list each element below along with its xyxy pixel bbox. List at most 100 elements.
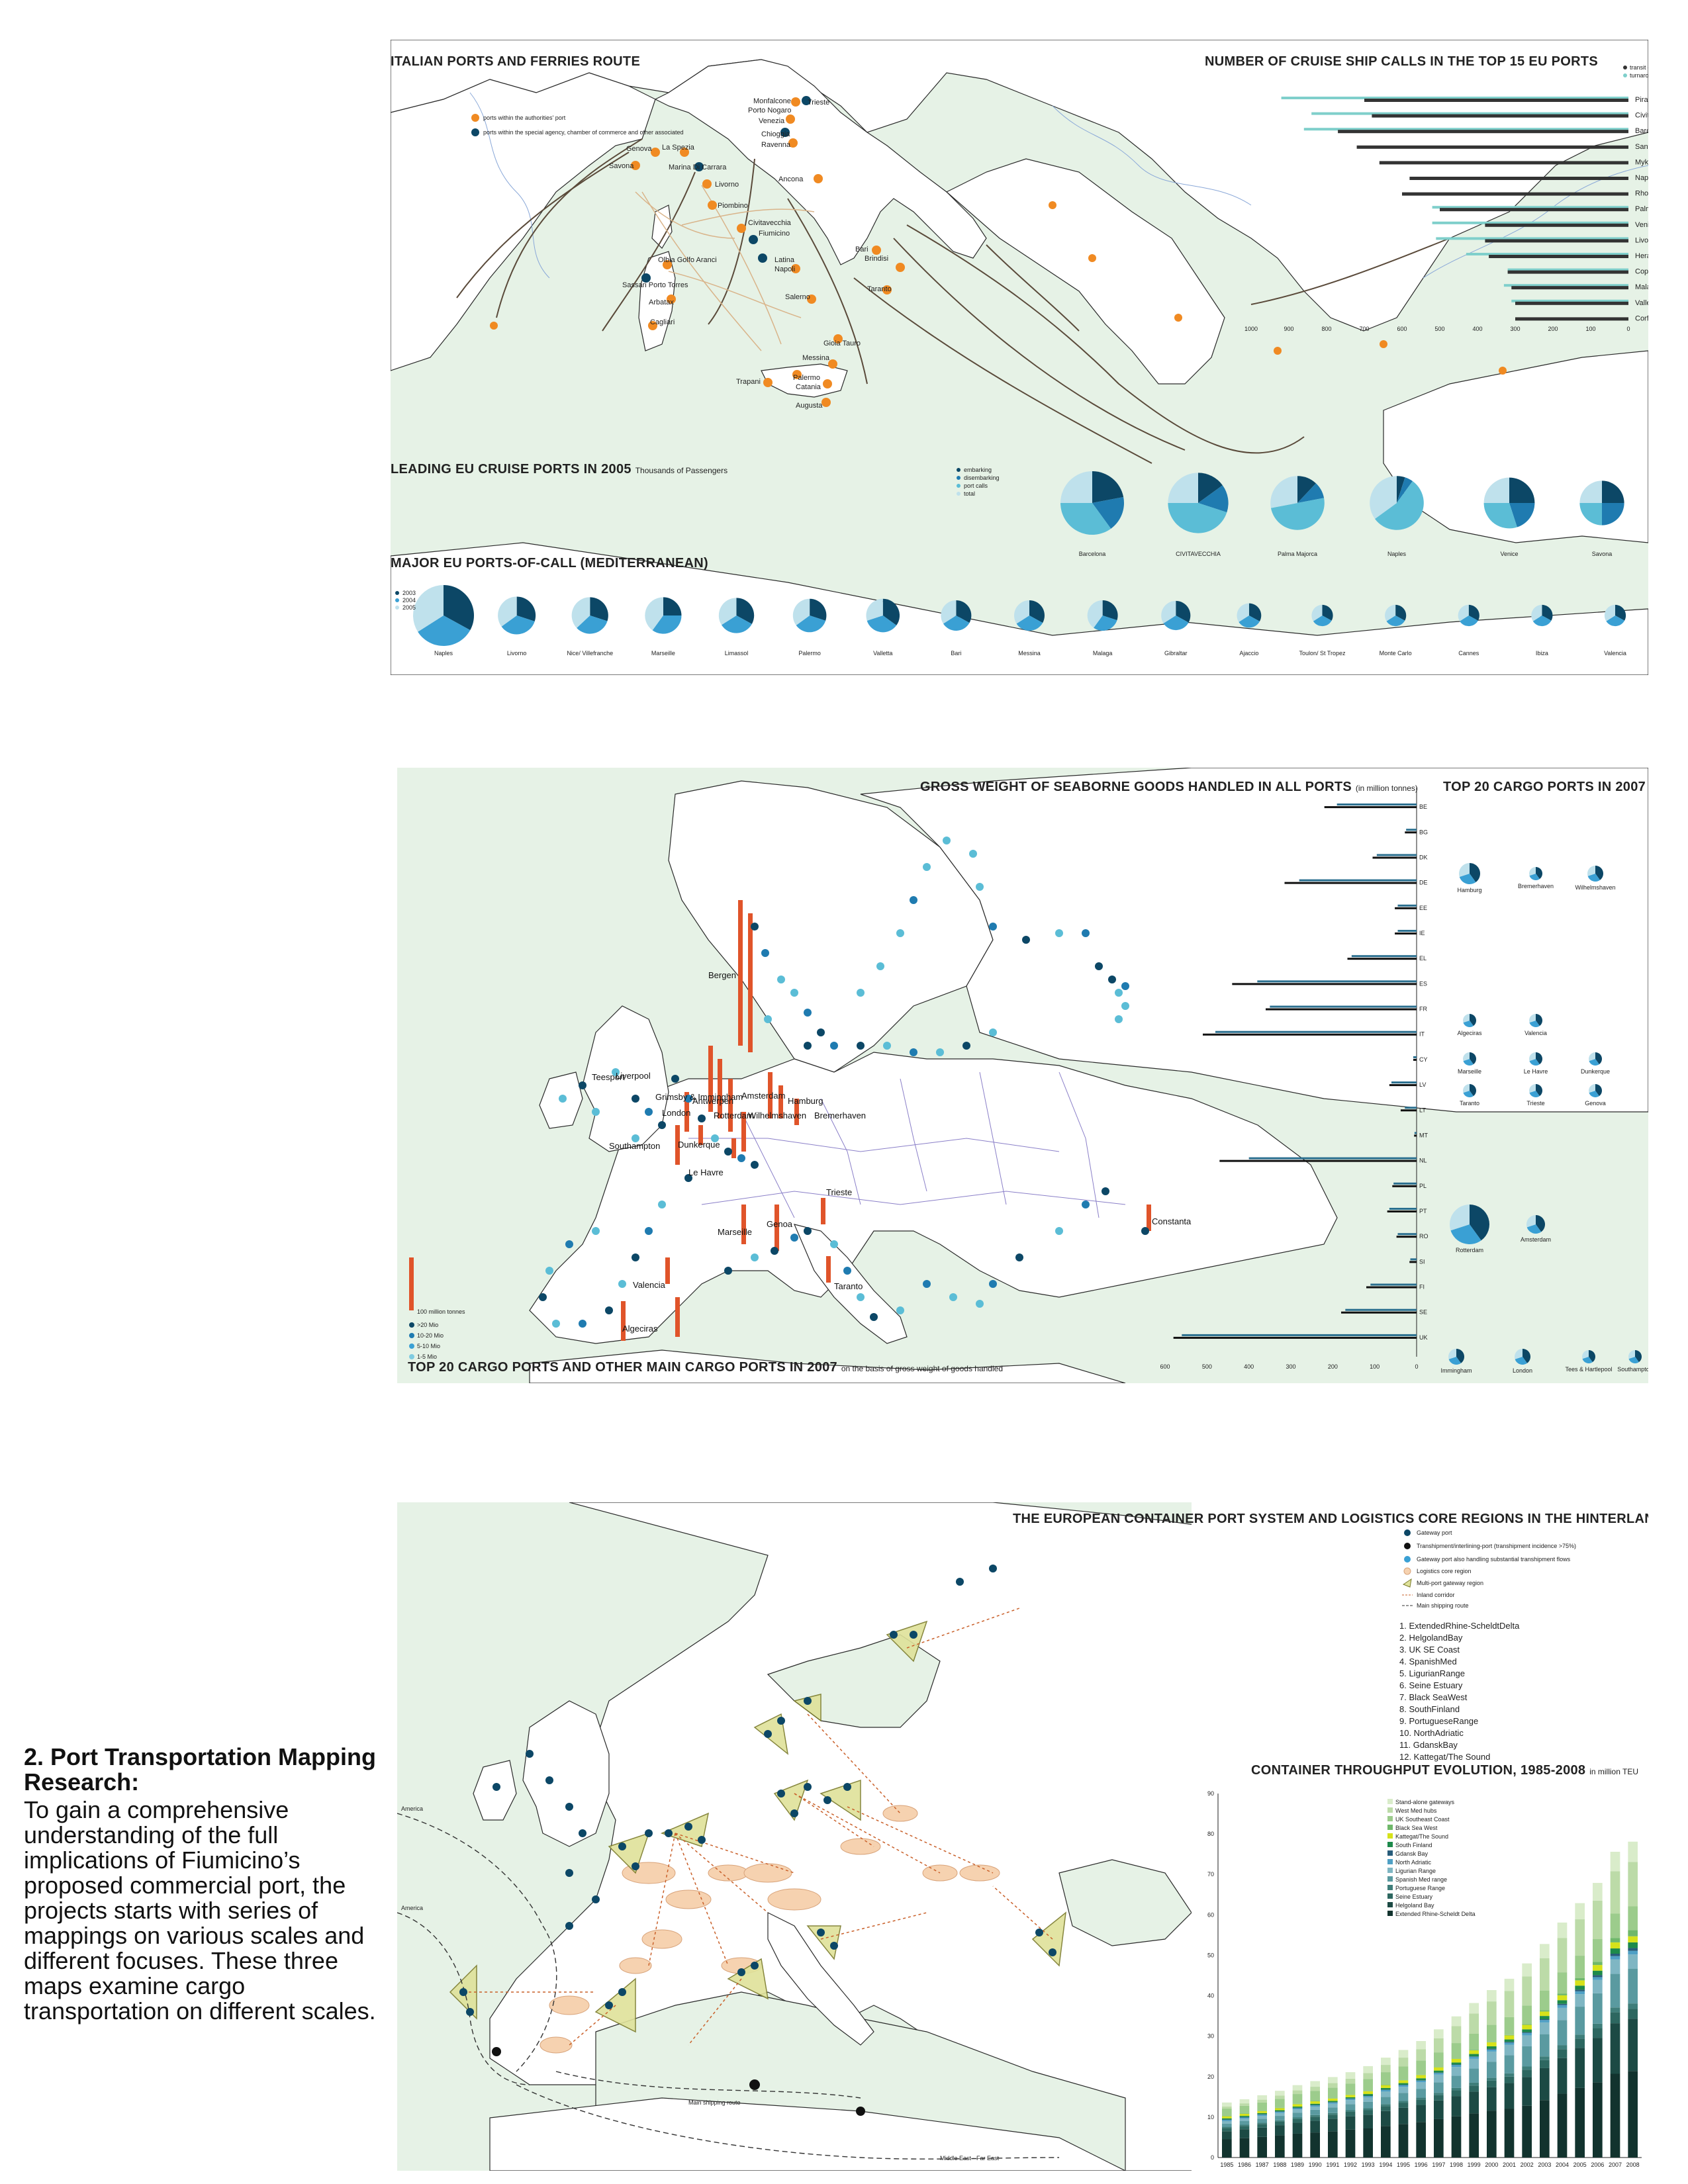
pie-label: Wilhelmshaven [1575, 884, 1615, 891]
stack-segment [1363, 2108, 1373, 2111]
bar-transit [1515, 301, 1628, 305]
bar-2003 [1393, 1182, 1417, 1185]
pie-slice [736, 598, 755, 624]
stack-segment [1540, 2010, 1550, 2012]
title-major-ports-of-call: MAJOR EU PORTS-OF-CALL (MEDITERRANEAN) [391, 556, 708, 570]
stack-segment [1575, 1980, 1585, 1986]
pie-label: Southampton [1617, 1366, 1648, 1373]
pie-slice [501, 615, 535, 635]
land-france-iberia [391, 72, 656, 371]
pie-slice [1463, 1084, 1470, 1093]
pie-label: Ibiza [1536, 650, 1548, 657]
bar-2003 [1299, 879, 1417, 882]
legend-swatch [1387, 1885, 1393, 1890]
stack-segment [1363, 2073, 1373, 2079]
bar-turnaround [1281, 97, 1628, 99]
stack-segment [1257, 2122, 1267, 2124]
pie-label: Dunkerque [1581, 1068, 1610, 1075]
pie-label: Algeciras [1457, 1030, 1482, 1036]
pie-label: Messina [1018, 650, 1041, 657]
stack-segment [1434, 2052, 1444, 2068]
pie-slice [721, 615, 752, 633]
pie-label: Valencia [1604, 650, 1626, 657]
pie-slice [1297, 476, 1316, 503]
svg-text:Middle East - Far East: Middle East - Far East [940, 2155, 1000, 2161]
pie-slice [1542, 604, 1553, 621]
stack-segment [1504, 2076, 1515, 2083]
stack-segment [1275, 2110, 1285, 2112]
pie-slice [1270, 476, 1297, 508]
stack-segment [1575, 2034, 1585, 2039]
stack-segment [1522, 2005, 1532, 2025]
stack-segment [1593, 1939, 1603, 1962]
major-pie [413, 585, 474, 646]
stack-segment [1310, 2120, 1320, 2133]
legend-label: port calls [964, 482, 988, 489]
stack-segment [1504, 2042, 1515, 2045]
x-tick-label: 1985 [1220, 2161, 1233, 2168]
pie-slice [1092, 471, 1124, 503]
pie-slice [1606, 615, 1625, 627]
stack-segment [1257, 2102, 1267, 2111]
stack-segment [1487, 2001, 1497, 2025]
pie-label: Naples [1387, 551, 1407, 557]
pie-slice [1587, 874, 1601, 882]
category-label: DE [1419, 880, 1428, 886]
stack-segment [1628, 2009, 1638, 2019]
stack-segment [1628, 2003, 1638, 2009]
pie-slice [1168, 473, 1198, 503]
category-label: FR [1419, 1006, 1427, 1013]
port-marker [791, 264, 800, 273]
category-label: LT [1419, 1107, 1426, 1113]
svg-text:Salerno: Salerno [785, 293, 810, 301]
stack-segment [1434, 2074, 1444, 2083]
stack-segment [1257, 2099, 1267, 2103]
volume-bar [675, 1297, 680, 1337]
stack-segment [1275, 2111, 1285, 2112]
stack-segment [1610, 1852, 1620, 1872]
category-label: Rhodes City [1635, 190, 1648, 198]
stack-segment [1257, 2115, 1267, 2116]
major-pie [571, 597, 608, 634]
x-tick-label: 1996 [1415, 2161, 1428, 2168]
pie-slice [1515, 1357, 1528, 1365]
category-label: UK [1419, 1334, 1428, 1341]
legend-label: 2005 [402, 604, 416, 611]
pie-slice [1536, 1215, 1545, 1232]
category-label: PL [1419, 1183, 1427, 1189]
bar-2003 [1389, 1208, 1417, 1210]
stack-segment [1540, 2034, 1550, 2057]
stack-segment [1434, 2067, 1444, 2071]
stack-segment [1540, 2019, 1550, 2021]
stack-segment [1292, 2108, 1303, 2110]
region-item: 11. GdanskBay [1399, 1740, 1458, 1750]
stack-segment [1628, 2019, 1638, 2071]
svg-text:Porto Nogaro: Porto Nogaro [748, 107, 791, 114]
stack-segment [1522, 2029, 1532, 2032]
svg-text:Bari: Bari [855, 246, 868, 253]
stack-segment [1628, 1862, 1638, 1907]
stack-segment [1239, 2103, 1250, 2106]
bar-2007 [1400, 1109, 1417, 1112]
pie-slice [1589, 1091, 1599, 1097]
stack-segment [1487, 1990, 1497, 2002]
legend-swatch [1387, 1799, 1393, 1804]
cargo-pie [1529, 867, 1542, 880]
stack-segment [1575, 2007, 1585, 2035]
stack-segment [1504, 2035, 1515, 2040]
pie-slice [1463, 1021, 1474, 1027]
pie-slice [444, 585, 474, 631]
volume-bar [738, 900, 743, 1046]
stack-segment [1451, 2067, 1462, 2076]
pie-slice [1515, 1349, 1523, 1359]
pie-slice [1016, 615, 1043, 631]
port-marker [737, 224, 746, 233]
stack-segment [1363, 2095, 1373, 2097]
svg-text:Algeciras: Algeciras [622, 1324, 658, 1334]
stack-segment [1363, 2094, 1373, 2096]
port-marker [667, 295, 676, 304]
legend-label: West Med hubs [1395, 1807, 1437, 1814]
stack-segment [1469, 2113, 1479, 2158]
stack-segment [1557, 1995, 1568, 2001]
y-tick-label: 50 [1207, 1952, 1214, 1958]
